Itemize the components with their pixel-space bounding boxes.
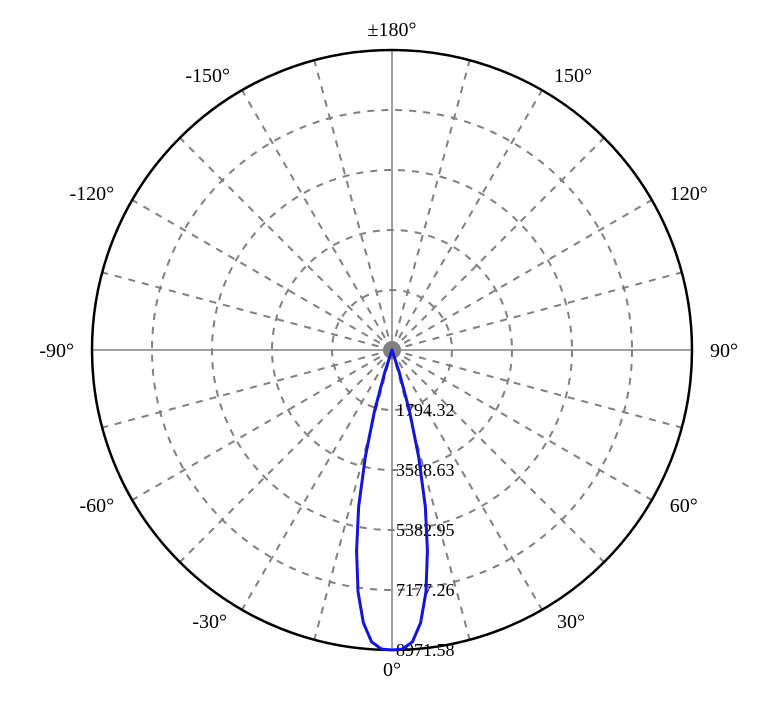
angle-label: 60° xyxy=(670,495,698,517)
angle-label: -60° xyxy=(80,495,115,517)
polar-chart: 0° 30° 60° 90° 120° 150° ±180° -30° -60° -90° -120… xyxy=(0,0,784,714)
angle-label: -150° xyxy=(185,65,230,87)
radial-label: 8971.58 xyxy=(396,640,455,660)
angle-label: ±180° xyxy=(368,19,417,41)
radial-label: 1794.32 xyxy=(396,400,455,420)
angle-label: -90° xyxy=(39,340,74,362)
angle-label: 30° xyxy=(557,611,585,633)
angle-label: 150° xyxy=(554,65,592,87)
angle-label: 90° xyxy=(710,340,738,362)
angle-label: 120° xyxy=(670,183,708,205)
angle-label: 0° xyxy=(383,659,401,681)
angle-label: -30° xyxy=(192,611,227,633)
radial-label: 3588.63 xyxy=(396,460,455,480)
angle-label: -120° xyxy=(70,183,115,205)
